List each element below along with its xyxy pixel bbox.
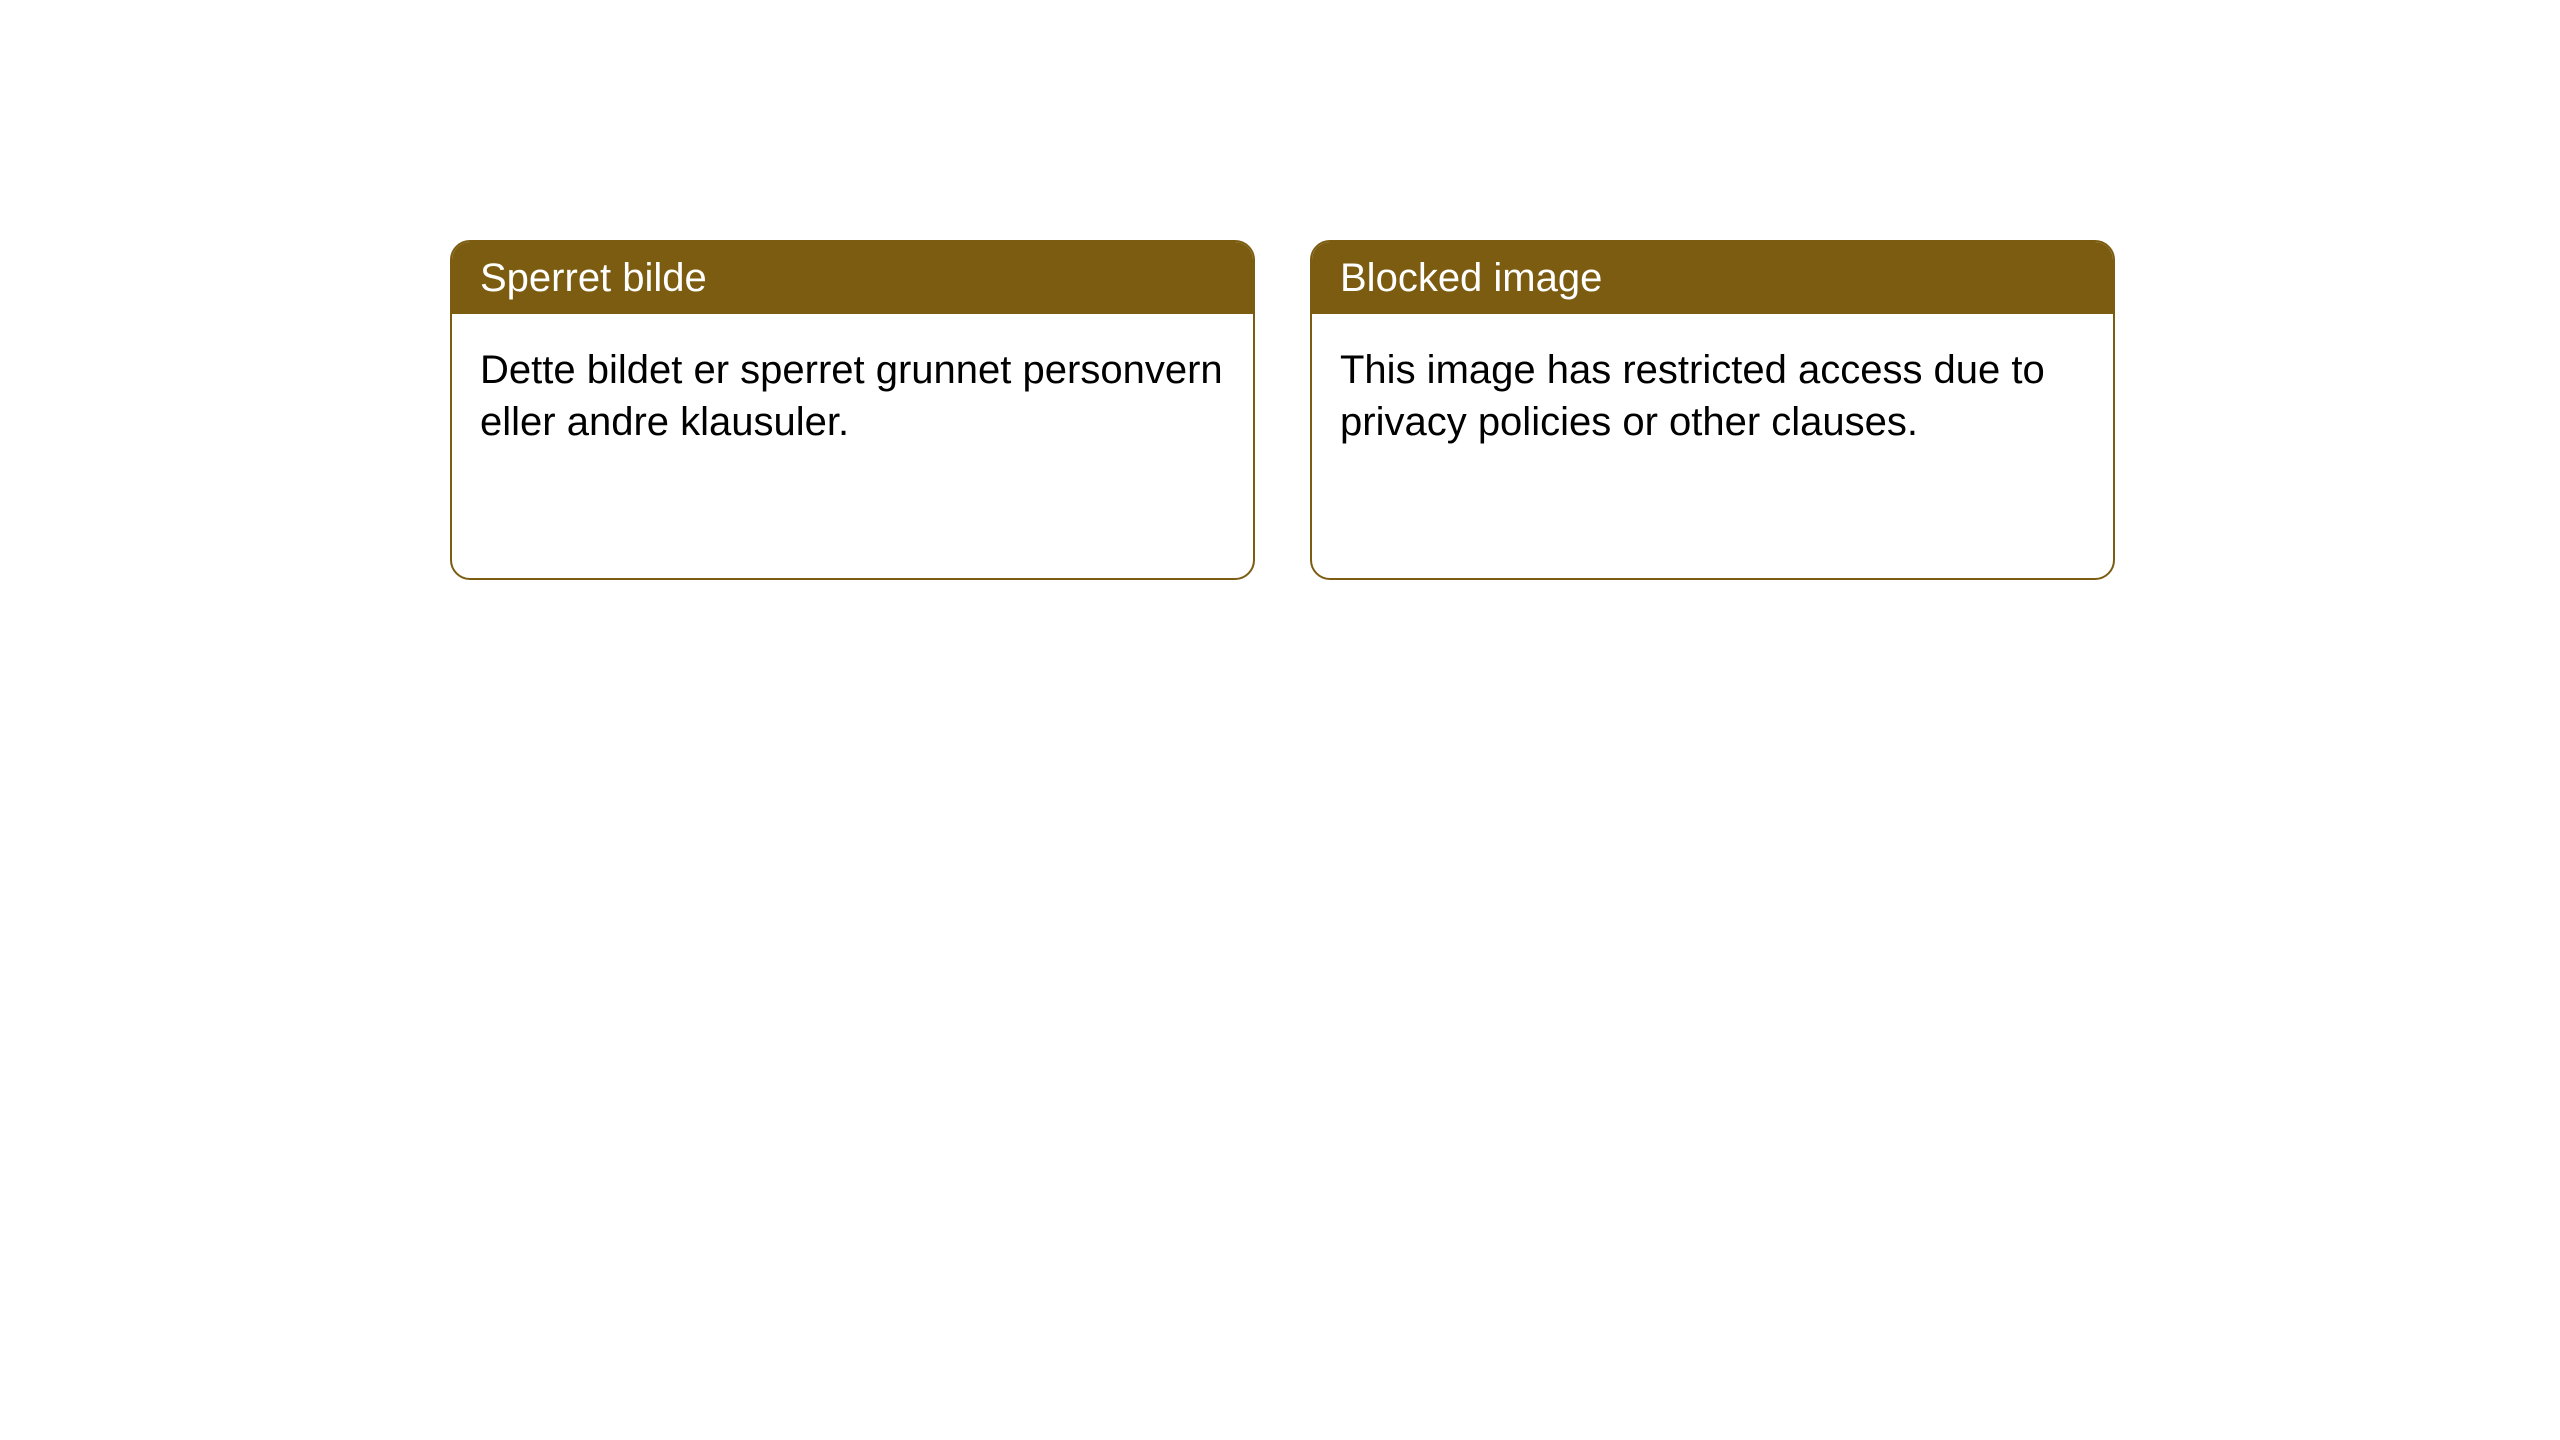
blocked-image-notice-container: Sperret bilde Dette bildet er sperret gr…	[450, 240, 2560, 580]
card-body-en: This image has restricted access due to …	[1312, 314, 2113, 478]
card-body-no: Dette bildet er sperret grunnet personve…	[452, 314, 1253, 478]
card-header-en: Blocked image	[1312, 242, 2113, 314]
blocked-image-card-en: Blocked image This image has restricted …	[1310, 240, 2115, 580]
card-header-no: Sperret bilde	[452, 242, 1253, 314]
blocked-image-card-no: Sperret bilde Dette bildet er sperret gr…	[450, 240, 1255, 580]
